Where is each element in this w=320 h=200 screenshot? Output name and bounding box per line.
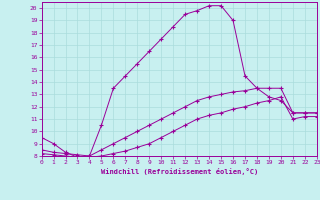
X-axis label: Windchill (Refroidissement éolien,°C): Windchill (Refroidissement éolien,°C) bbox=[100, 168, 258, 175]
